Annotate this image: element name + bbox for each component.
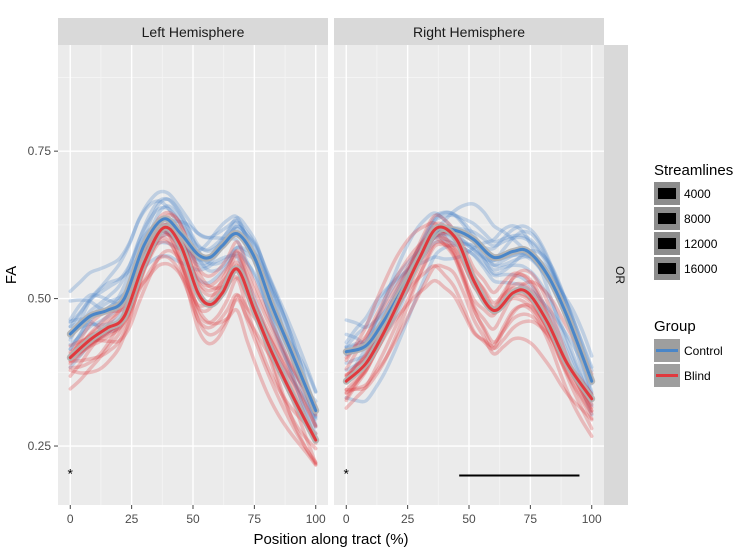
legend-group-label: Blind (684, 369, 711, 383)
panel-right-grid (334, 45, 604, 505)
subject-curve-blind (68, 239, 318, 444)
facet-row-label: OR (613, 266, 627, 284)
legend-streamlines-title: Streamlines (654, 162, 733, 179)
x-tick-label: 100 (582, 512, 602, 526)
x-tick-label: 75 (248, 512, 262, 526)
x-tick-label: 75 (524, 512, 538, 526)
subject-curve-blind (68, 210, 318, 417)
legend-streamlines: Streamlines 4000 8000 12000 16000 (654, 162, 733, 280)
subject-curve-blind (344, 230, 594, 376)
mean-curve-control (344, 226, 594, 383)
subject-curve-control (344, 224, 594, 397)
legend-streamlines-label: 4000 (684, 187, 711, 201)
x-tick-label: 50 (462, 512, 476, 526)
mean-curve-blind (344, 225, 594, 401)
subject-curve-blind (344, 240, 594, 413)
mean-curve-control (68, 217, 318, 413)
legend-streamlines-label: 8000 (684, 212, 711, 226)
y-axis: 0.25 0.50 0.75 (28, 144, 58, 453)
subject-curve-control (344, 210, 594, 381)
legend-streamlines-swatch (658, 238, 676, 249)
legend-group-label: Control (684, 344, 723, 358)
y-axis-label: FA (3, 266, 20, 284)
panel-right: Right Hemisphere * (334, 18, 604, 505)
facet-row-strip (604, 45, 628, 505)
panel-left-title: Left Hemisphere (142, 24, 245, 40)
subject-curve-control (68, 222, 318, 418)
panel-left: Left Hemisphere * (58, 18, 328, 505)
panel-left-means (66, 215, 320, 444)
subject-curve-blind (344, 220, 594, 413)
x-tick-label: 50 (186, 512, 200, 526)
panel-right-strip (334, 18, 604, 45)
subject-curve-control (344, 213, 594, 373)
legend-streamlines-swatch (658, 213, 676, 224)
x-axis: 0 25 50 75 100 0 25 50 75 100 (67, 505, 602, 526)
subject-curve-blind (68, 254, 318, 466)
subject-curve-blind (68, 248, 318, 467)
panel-right-means (342, 223, 596, 403)
legend-streamlines-swatch (658, 188, 676, 199)
subject-curve-control (344, 224, 594, 397)
legend-group-title: Group (654, 318, 696, 335)
subject-curve-blind (68, 226, 318, 451)
subject-curve-control (344, 243, 594, 404)
panel-left-star: * (68, 466, 74, 482)
x-tick-label: 25 (401, 512, 415, 526)
subject-curve-blind (68, 222, 318, 409)
x-axis-label: Position along tract (%) (253, 531, 408, 548)
panel-left-strip (58, 18, 328, 45)
legend-streamlines-swatch (658, 263, 676, 274)
subject-curve-blind (344, 263, 594, 422)
x-tick-label: 0 (343, 512, 350, 526)
y-tick-label: 0.50 (28, 292, 52, 306)
subject-curve-control (344, 211, 594, 402)
panel-right-star: * (344, 466, 350, 482)
panel-right-title: Right Hemisphere (413, 24, 525, 40)
mean-curve-blind (68, 225, 318, 442)
legend-streamlines-label: 16000 (684, 262, 718, 276)
subject-curve-blind (68, 213, 318, 436)
x-tick-label: 100 (306, 512, 326, 526)
legend-streamlines-label: 12000 (684, 237, 718, 251)
y-tick-label: 0.25 (28, 439, 52, 453)
y-tick-label: 0.75 (28, 144, 52, 158)
x-tick-label: 0 (67, 512, 74, 526)
x-tick-label: 25 (125, 512, 139, 526)
subject-curve-control (68, 205, 318, 394)
legend-group: Group Control Blind (654, 318, 723, 387)
